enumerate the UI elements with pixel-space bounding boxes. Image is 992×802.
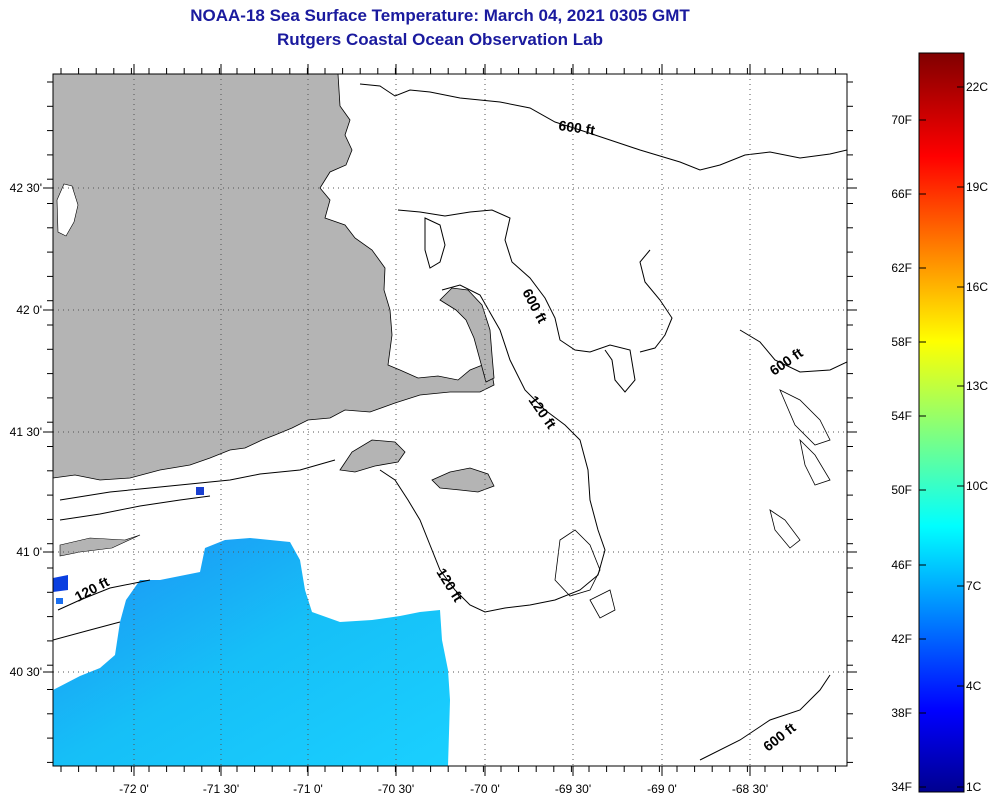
colorbar-f-label: 42F — [891, 632, 912, 646]
lat-tick-label: 41 0' — [16, 545, 42, 559]
lon-tick-label: -71 30' — [203, 782, 239, 796]
lat-tick-label: 42 30' — [10, 181, 42, 195]
colorbar-c-label: 1C — [966, 780, 982, 794]
land-nantucket — [431, 467, 495, 493]
colorbar-c-label: 22C — [966, 80, 988, 94]
colorbar-fahrenheit-labels: 70F 66F 62F 58F 54F 50F 46F 42F 38F 34F — [891, 113, 912, 794]
contour-label-600-ft: 600 ft — [558, 117, 597, 138]
colorbar-f-label: 62F — [891, 261, 912, 275]
lon-tick-label: -72 0' — [119, 782, 149, 796]
lat-tick-label: 41 30' — [10, 425, 42, 439]
land-marthas-vineyard — [339, 439, 406, 473]
colorbar — [918, 52, 965, 793]
sst-data-region — [53, 538, 450, 766]
colorbar-f-label: 34F — [891, 780, 912, 794]
colorbar-c-label: 19C — [966, 180, 988, 194]
colorbar-f-label: 58F — [891, 335, 912, 349]
lon-tick-label: -70 30' — [378, 782, 414, 796]
colorbar-celsius-labels: 22C 19C 16C 13C 10C 7C 4C 1C — [966, 80, 988, 794]
colorbar-f-label: 50F — [891, 483, 912, 497]
colorbar-f-label: 66F — [891, 187, 912, 201]
colorbar-f-label: 38F — [891, 706, 912, 720]
colorbar-f-label: 54F — [891, 409, 912, 423]
colorbar-c-label: 7C — [966, 579, 982, 593]
colorbar-c-label: 4C — [966, 679, 982, 693]
lon-tick-label: -69 0' — [647, 782, 677, 796]
colorbar-c-label: 10C — [966, 479, 988, 493]
land-cape-cod — [439, 287, 495, 383]
colorbar-f-label: 70F — [891, 113, 912, 127]
lon-tick-label: -70 0' — [470, 782, 500, 796]
lon-axis: -72 0' -71 30' -71 0' -70 30' -70 0' -69… — [119, 782, 768, 796]
lon-tick-label: -69 30' — [555, 782, 591, 796]
lat-tick-label: 40 30' — [10, 665, 42, 679]
chart-title: NOAA-18 Sea Surface Temperature: March 0… — [190, 6, 690, 25]
lat-tick-label: 42 0' — [16, 303, 42, 317]
colorbar-f-label: 46F — [891, 558, 912, 572]
map-frame — [52, 73, 848, 767]
lon-tick-label: -68 30' — [732, 782, 768, 796]
colorbar-c-label: 16C — [966, 280, 988, 294]
chart-subtitle: Rutgers Coastal Ocean Observation Lab — [277, 30, 603, 49]
lon-tick-label: -71 0' — [293, 782, 323, 796]
lat-axis: 42 30' 42 0' 41 30' 41 0' 40 30' — [10, 181, 42, 679]
axis-ticks — [43, 64, 857, 776]
land-mainland — [53, 74, 495, 481]
colorbar-c-label: 13C — [966, 379, 988, 393]
